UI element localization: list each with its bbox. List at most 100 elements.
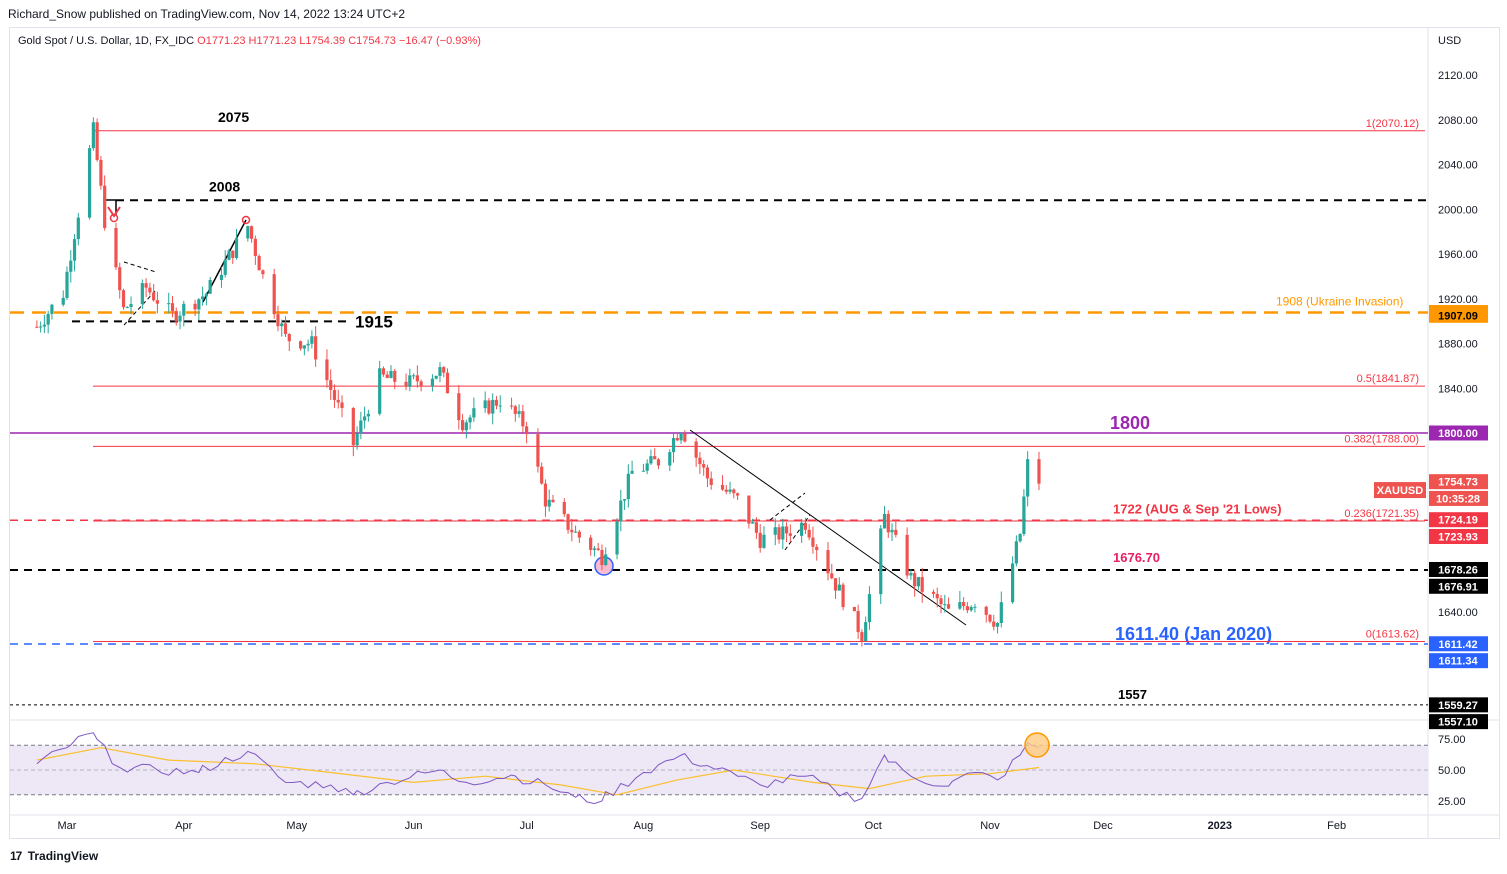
candle-body[interactable] xyxy=(167,303,171,305)
candle-body[interactable] xyxy=(1014,541,1018,564)
candle-body[interactable] xyxy=(306,343,310,346)
candle-body[interactable] xyxy=(276,314,280,327)
candle-body[interactable] xyxy=(732,489,736,494)
candle-body[interactable] xyxy=(939,598,943,605)
candle-body[interactable] xyxy=(800,522,804,536)
candle-body[interactable] xyxy=(332,390,337,400)
candle-body[interactable] xyxy=(494,399,499,406)
candle-body[interactable] xyxy=(811,537,815,547)
candle-body[interactable] xyxy=(751,522,755,524)
rsi-overbought-marker[interactable] xyxy=(1024,732,1050,758)
candle-body[interactable] xyxy=(336,399,340,403)
candle-body[interactable] xyxy=(995,623,1000,627)
candle-body[interactable] xyxy=(958,602,962,609)
candle-body[interactable] xyxy=(890,529,894,533)
candle-body[interactable] xyxy=(720,484,725,490)
candle-body[interactable] xyxy=(208,279,212,294)
candle-body[interactable] xyxy=(860,632,864,642)
candle-body[interactable] xyxy=(943,604,947,606)
candle-body[interactable] xyxy=(253,238,257,257)
candle-body[interactable] xyxy=(283,323,288,335)
candle-body[interactable] xyxy=(144,283,148,288)
candle-body[interactable] xyxy=(653,456,657,460)
candle-body[interactable] xyxy=(250,226,254,239)
candle-body[interactable] xyxy=(385,374,389,378)
candle-body[interactable] xyxy=(487,400,491,414)
candle-body[interactable] xyxy=(298,341,303,349)
candle-body[interactable] xyxy=(656,459,661,466)
candle-body[interactable] xyxy=(788,533,792,536)
candle-body[interactable] xyxy=(193,303,197,310)
candle-body[interactable] xyxy=(852,607,856,612)
candle-body[interactable] xyxy=(483,400,487,409)
candle-body[interactable] xyxy=(438,367,442,376)
candle-body[interactable] xyxy=(671,438,676,453)
candle-body[interactable] xyxy=(121,290,126,308)
candle-body[interactable] xyxy=(65,271,69,298)
candle-body[interactable] xyxy=(916,577,921,587)
rsi-line[interactable] xyxy=(36,732,1040,805)
candle-body[interactable] xyxy=(773,527,777,535)
candle-body[interactable] xyxy=(630,470,634,474)
candle-body[interactable] xyxy=(408,375,412,387)
candle-body[interactable] xyxy=(50,304,54,314)
candle-body[interactable] xyxy=(411,375,416,377)
rsi-pane[interactable]: 75.00 50.00 25.00 xyxy=(10,732,1466,808)
candle-body[interactable] xyxy=(675,438,679,441)
candle-body[interactable] xyxy=(329,380,333,391)
candle-body[interactable] xyxy=(310,336,314,344)
candle-body[interactable] xyxy=(88,148,92,218)
dashed-channel-3[interactable] xyxy=(769,492,806,521)
candle-body[interactable] xyxy=(781,526,785,540)
candle-body[interactable] xyxy=(931,591,936,594)
candle-body[interactable] xyxy=(841,584,845,608)
fib-retracement[interactable]: 1(2070.12) 0.5(1841.87) 0.382(1788.00) 0.23… xyxy=(93,118,1425,643)
candle-body[interactable] xyxy=(815,546,819,551)
candle-body[interactable] xyxy=(649,456,653,464)
candle-body[interactable] xyxy=(573,531,578,533)
candle-body[interactable] xyxy=(758,532,762,548)
candle-body[interactable] xyxy=(735,493,740,496)
candle-body[interactable] xyxy=(619,500,623,522)
candle-body[interactable] xyxy=(498,405,502,407)
candle-body[interactable] xyxy=(148,287,152,293)
candle-body[interactable] xyxy=(600,549,604,566)
candle-body[interactable] xyxy=(129,304,133,308)
candle-body[interactable] xyxy=(261,270,265,275)
candle-body[interactable] xyxy=(705,467,710,479)
candle-body[interactable] xyxy=(683,433,687,442)
candle-body[interactable] xyxy=(626,473,630,500)
candle-body[interactable] xyxy=(430,378,435,386)
candle-body[interactable] xyxy=(155,300,160,304)
candle-body[interactable] xyxy=(833,578,838,591)
candle-body[interactable] xyxy=(201,296,205,300)
candle-body[interactable] xyxy=(517,411,521,414)
candle-body[interactable] xyxy=(46,313,50,325)
candle-body[interactable] xyxy=(234,238,239,258)
candle-body[interactable] xyxy=(472,408,476,418)
candle-body[interactable] xyxy=(962,602,966,607)
candle-body[interactable] xyxy=(118,267,122,291)
candle-body[interactable] xyxy=(702,464,706,468)
candle-body[interactable] xyxy=(879,528,883,595)
candle-body[interactable] xyxy=(272,274,276,315)
candle-body[interactable] xyxy=(378,368,382,414)
candle-body[interactable] xyxy=(641,470,646,472)
dashed-channel-1[interactable] xyxy=(123,261,157,273)
candle-body[interactable] xyxy=(35,326,39,328)
candle-body[interactable] xyxy=(227,250,231,260)
candle-body[interactable] xyxy=(182,303,186,316)
candle-body[interactable] xyxy=(562,502,566,515)
candle-body[interactable] xyxy=(728,489,732,492)
candle-body[interactable] xyxy=(754,522,759,533)
candle-body[interactable] xyxy=(592,548,597,550)
candle-body[interactable] xyxy=(762,534,766,548)
candle-body[interactable] xyxy=(566,514,570,530)
candle-body[interactable] xyxy=(359,420,363,434)
candle-body[interactable] xyxy=(280,323,284,327)
candle-body[interactable] xyxy=(434,375,438,379)
arrow-down-marker[interactable] xyxy=(107,206,121,218)
candle-body[interactable] xyxy=(905,534,909,576)
candle-body[interactable] xyxy=(698,457,702,465)
candle-body[interactable] xyxy=(999,602,1003,624)
